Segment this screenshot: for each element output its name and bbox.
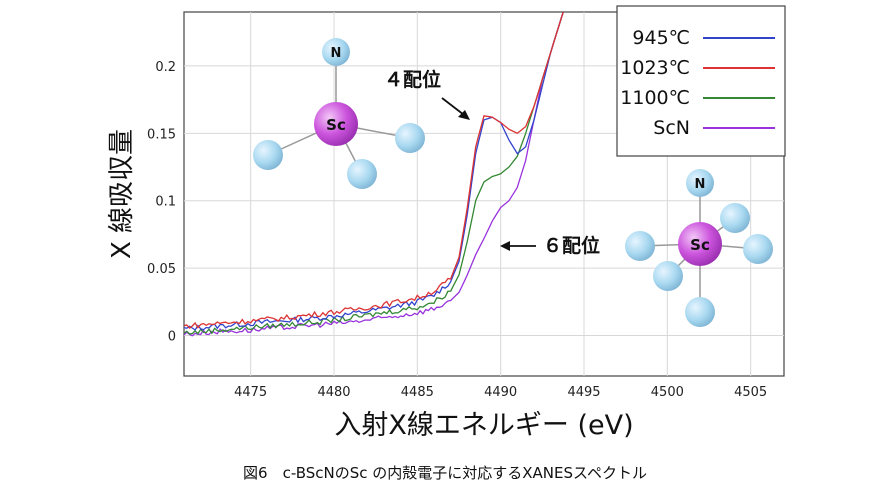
y-tick-labels: 0 0.05 0.1 0.15 0.2 <box>147 60 176 345</box>
legend-label: ScN <box>653 117 690 139</box>
ligand-atom <box>743 234 773 264</box>
figure-caption: 図6 c-BScNのSc の内殻電子に対応するXANESスペクトル <box>243 464 647 482</box>
annotation-arrowhead-4 <box>458 110 470 120</box>
ligand-atom <box>625 231 655 261</box>
tetrahedral-molecule: N Sc <box>253 38 425 189</box>
xanes-chart: 4475 4480 4485 4490 4495 4500 4505 0 0.05 0.1 0.1… <box>107 5 786 441</box>
ligand-atom <box>253 140 283 170</box>
series-lines <box>184 12 564 337</box>
x-tick-label: 4500 <box>651 385 684 400</box>
y-tick-label: 0.1 <box>155 195 176 210</box>
y-tick-label: 0.2 <box>155 60 176 75</box>
x-tick-label: 4485 <box>401 385 434 400</box>
legend-label: 1023℃ <box>620 57 690 79</box>
ligand-atom <box>395 123 425 153</box>
series-line-4 <box>184 12 564 337</box>
legend: 945℃ 1023℃ 1100℃ ScN <box>616 5 786 157</box>
ligand-atom <box>685 297 715 327</box>
series-line-2 <box>184 12 564 329</box>
ligand-atom <box>653 261 683 291</box>
nitrogen-label: N <box>695 177 706 192</box>
ligand-atom <box>347 159 377 189</box>
x-tick-label: 4475 <box>234 385 267 400</box>
y-tick-label: 0.05 <box>147 262 176 277</box>
x-tick-label: 4490 <box>484 385 517 400</box>
nitrogen-label: N <box>331 46 342 61</box>
x-tick-label: 4495 <box>567 385 600 400</box>
legend-label: 945℃ <box>632 27 690 49</box>
nitrogen-atom <box>322 38 350 66</box>
octahedral-molecule: N Sc <box>625 169 773 327</box>
series-line-3 <box>184 12 564 335</box>
scandium-atom <box>678 222 722 266</box>
y-axis-title: X 線吸収量 <box>107 129 137 259</box>
x-axis-title: 入射X線エネルギー (eV) <box>334 410 633 441</box>
scandium-label: Sc <box>326 116 346 134</box>
y-tick-label: 0.15 <box>147 127 176 142</box>
x-tick-label: 4505 <box>734 385 767 400</box>
ligand-atom <box>720 203 750 233</box>
annotation-6-coordination: ６配位 <box>543 234 600 257</box>
legend-label: 1100℃ <box>620 87 690 109</box>
scandium-atom <box>314 102 358 146</box>
annotation-4-coordination: ４配位 <box>384 68 441 91</box>
annotation-arrowhead-6 <box>500 241 510 251</box>
scandium-label: Sc <box>690 236 710 254</box>
x-tick-labels: 4475 4480 4485 4490 4495 4500 4505 <box>234 385 767 400</box>
x-tick-label: 4480 <box>317 385 350 400</box>
nitrogen-atom <box>686 169 714 197</box>
grid-lines <box>184 12 784 376</box>
y-tick-label: 0 <box>168 330 176 345</box>
